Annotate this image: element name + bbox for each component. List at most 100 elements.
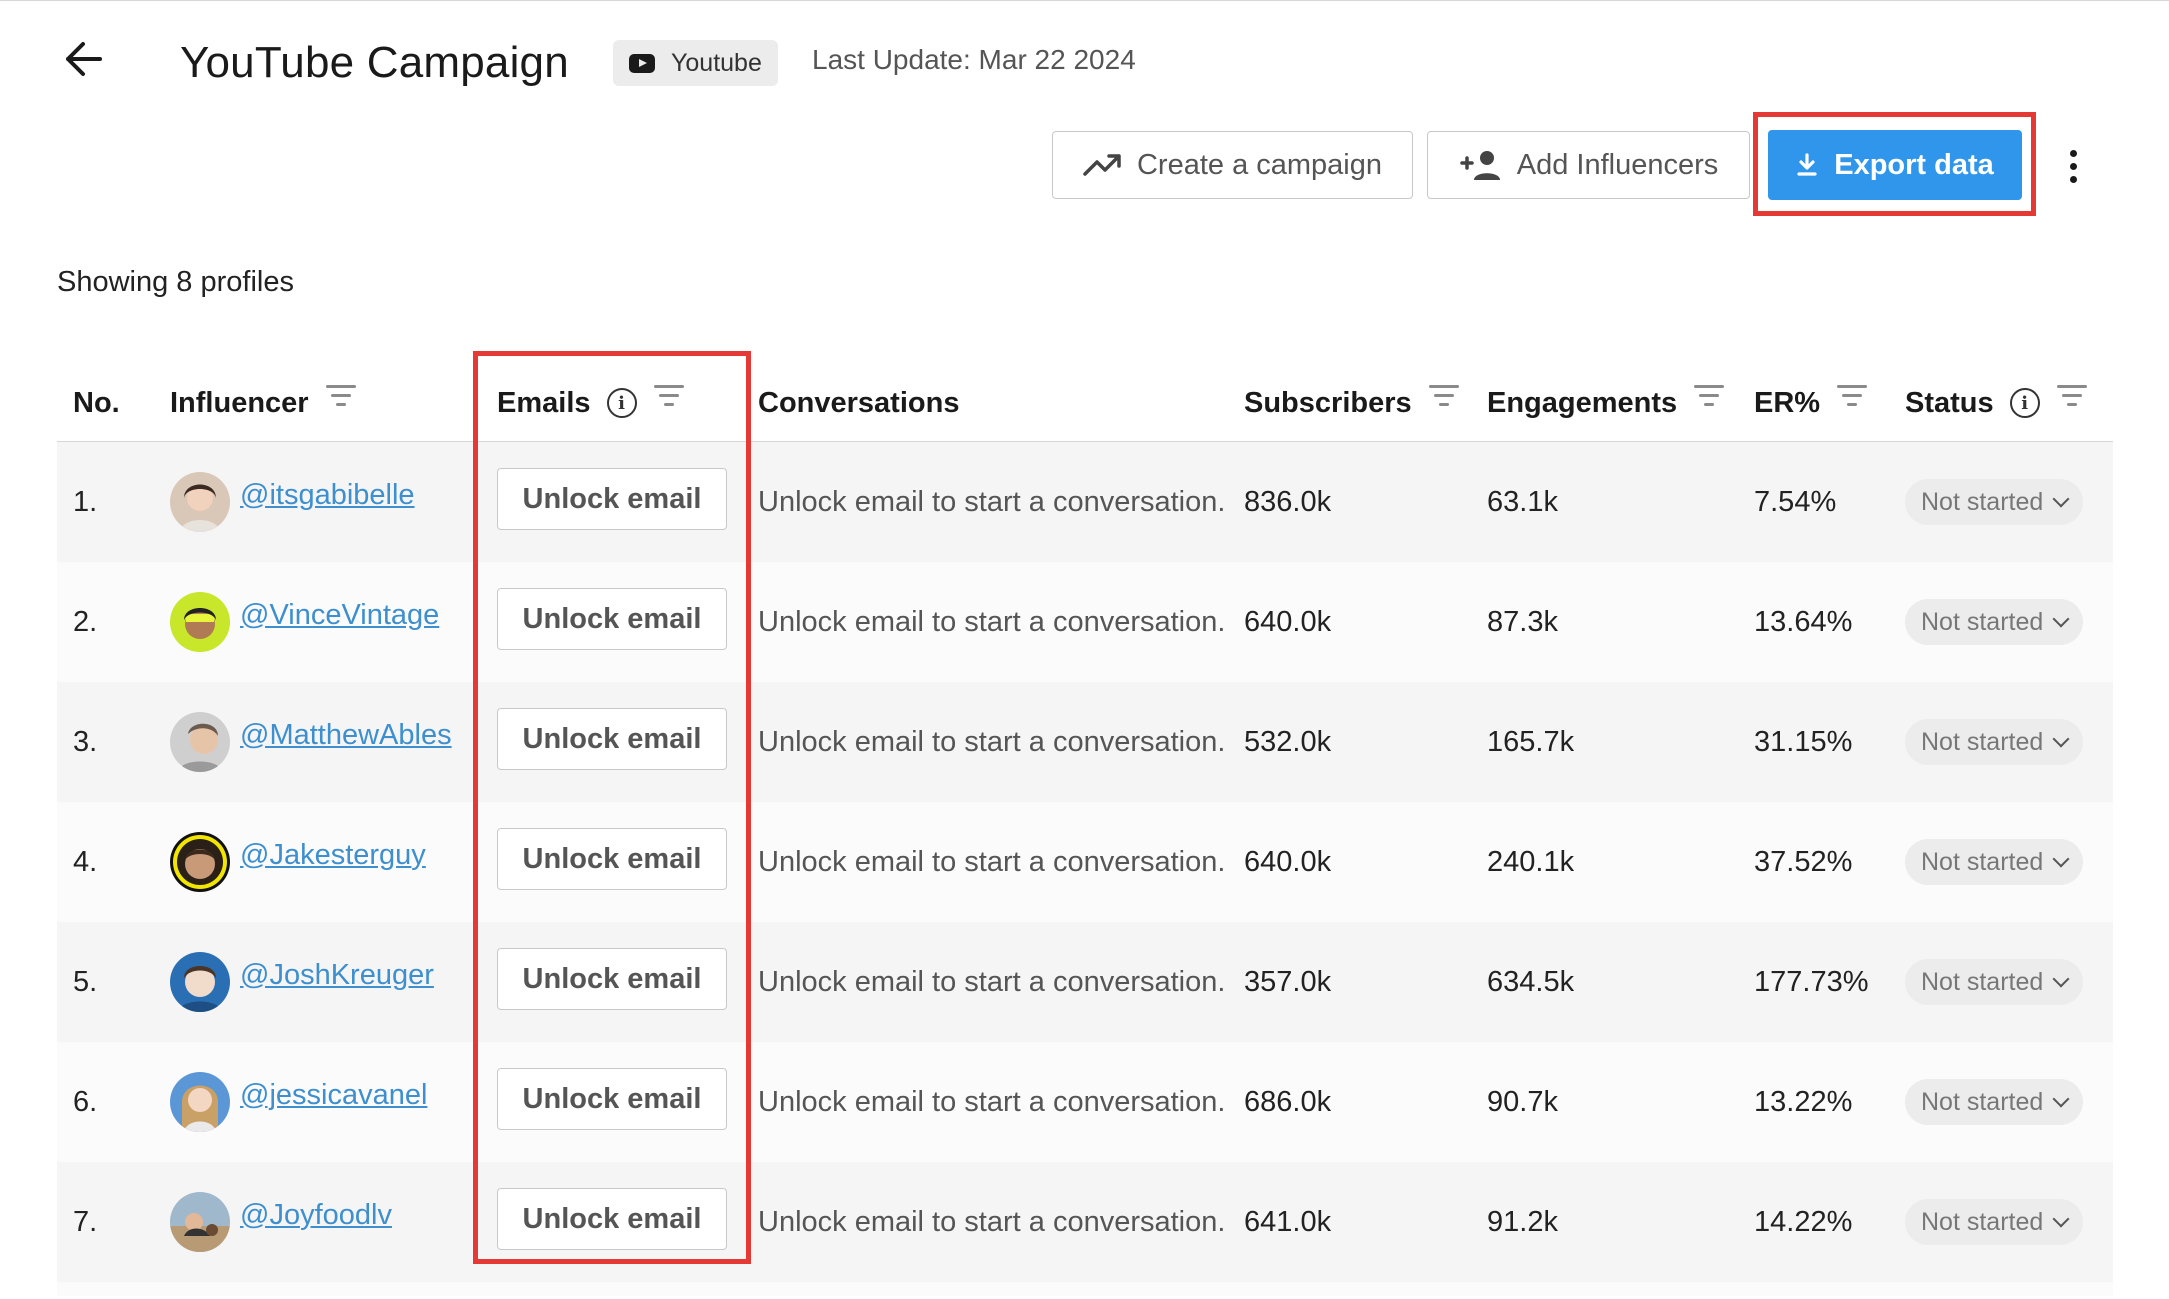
influencer-cell: @MatthewAbles — [170, 682, 452, 802]
chevron-down-icon — [2052, 1210, 2070, 1228]
influencer-handle-link[interactable]: @itsgabibelle — [240, 478, 415, 511]
conversation-cell: Unlock email to start a conversation. — [758, 1205, 1226, 1238]
conversation-cell: Unlock email to start a conversation. — [758, 1085, 1226, 1118]
subscribers-cell: 640.0k — [1244, 845, 1332, 878]
column-emails-label: Emails — [497, 386, 591, 419]
influencer-handle-link[interactable]: @JoshKreuger — [240, 958, 434, 991]
unlock-email-button[interactable]: Unlock email — [497, 828, 727, 890]
conversation-cell: Unlock email to start a conversation. — [758, 845, 1226, 878]
status-cell: Not started — [1905, 562, 2084, 682]
unlock-email-button[interactable]: Unlock email — [497, 708, 727, 770]
er-cell: 13.64% — [1754, 605, 1853, 638]
influencer-handle-link[interactable]: @Jakesterguy — [240, 838, 426, 871]
avatar[interactable] — [170, 1192, 230, 1252]
unlock-email-button[interactable]: Unlock email — [497, 468, 727, 530]
unlock-email-button[interactable]: Unlock email — [497, 948, 727, 1010]
table-row[interactable]: 1. @itsgabibelle Unlock email Unlock ema… — [57, 442, 2113, 562]
chevron-down-icon — [2052, 610, 2070, 628]
influencer-cell: @JoshKreuger — [170, 922, 434, 1042]
create-campaign-label: Create a campaign — [1136, 148, 1383, 181]
column-er: ER% — [1754, 380, 1868, 426]
avatar[interactable] — [170, 592, 230, 652]
status-cell: Not started — [1905, 1162, 2084, 1282]
engagements-cell: 165.7k — [1487, 725, 1575, 758]
filter-icon[interactable] — [1428, 381, 1460, 411]
er-cell: 37.52% — [1754, 845, 1853, 878]
unlock-email-button[interactable]: Unlock email — [497, 1068, 727, 1130]
status-dropdown[interactable]: Not started — [1905, 1199, 2084, 1245]
influencer-handle-link[interactable]: @VinceVintage — [240, 598, 440, 631]
row-number: 4. — [73, 845, 98, 878]
email-cell: Unlock email — [497, 802, 727, 922]
email-cell: Unlock email — [497, 1162, 727, 1282]
top-divider — [0, 0, 2169, 1]
email-cell: Unlock email — [497, 682, 727, 802]
influencer-cell: @Jakesterguy — [170, 802, 426, 922]
status-dropdown[interactable]: Not started — [1905, 599, 2084, 645]
avatar[interactable] — [170, 1072, 230, 1132]
table-row[interactable]: 7. @Joyfoodlv Unlock email Unlock email … — [57, 1162, 2113, 1282]
column-influencer-label: Influencer — [170, 386, 309, 419]
column-engagements-label: Engagements — [1487, 386, 1678, 419]
column-no-label: No. — [73, 386, 120, 419]
person-add-icon — [1459, 151, 1500, 180]
engagements-cell: 91.2k — [1487, 1205, 1558, 1238]
chevron-down-icon — [2052, 490, 2070, 508]
filter-icon[interactable] — [325, 381, 357, 411]
table-row[interactable]: 2. @VinceVintage Unlock email Unlock ema… — [57, 562, 2113, 682]
unlock-email-button[interactable]: Unlock email — [497, 588, 727, 650]
status-label: Not started — [1921, 487, 2044, 516]
back-button[interactable] — [60, 36, 106, 82]
email-cell: Unlock email — [497, 442, 727, 562]
table-row[interactable]: 4. @Jakesterguy Unlock email Unlock emai… — [57, 802, 2113, 922]
info-icon[interactable]: i — [2009, 388, 2040, 418]
er-cell: 177.73% — [1754, 965, 1869, 998]
status-dropdown[interactable]: Not started — [1905, 839, 2084, 885]
more-options-button[interactable] — [2060, 140, 2086, 192]
filter-icon[interactable] — [1693, 381, 1725, 411]
info-icon[interactable]: i — [606, 388, 637, 418]
subscribers-cell: 532.0k — [1244, 725, 1332, 758]
status-dropdown[interactable]: Not started — [1905, 719, 2084, 765]
conversation-cell: Unlock email to start a conversation. — [758, 605, 1226, 638]
column-emails: Emails i — [497, 380, 685, 426]
conversation-cell: Unlock email to start a conversation. — [758, 965, 1226, 998]
status-label: Not started — [1921, 847, 2044, 876]
engagements-cell: 240.1k — [1487, 845, 1575, 878]
avatar[interactable] — [170, 472, 230, 532]
export-data-button[interactable]: Export data — [1768, 130, 2022, 200]
filter-icon[interactable] — [1836, 381, 1868, 411]
download-icon — [1797, 153, 1817, 176]
status-dropdown[interactable]: Not started — [1905, 479, 2084, 525]
status-dropdown[interactable]: Not started — [1905, 959, 2084, 1005]
influencer-cell: @Joyfoodlv — [170, 1162, 392, 1282]
add-influencers-button[interactable]: Add Influencers — [1427, 131, 1750, 199]
conversation-cell: Unlock email to start a conversation. — [758, 725, 1226, 758]
create-campaign-button[interactable]: Create a campaign — [1052, 131, 1413, 199]
filter-icon[interactable] — [653, 381, 685, 411]
unlock-email-button[interactable]: Unlock email — [497, 1188, 727, 1250]
influencer-handle-link[interactable]: @MatthewAbles — [240, 718, 452, 751]
avatar[interactable] — [170, 952, 230, 1012]
arrow-left-icon — [66, 42, 102, 76]
export-highlight-box — [1753, 112, 2036, 216]
subscribers-cell: 640.0k — [1244, 605, 1332, 638]
table-row[interactable]: 3. @MatthewAbles Unlock email Unlock ema… — [57, 682, 2113, 802]
column-no: No. — [73, 380, 120, 426]
column-er-label: ER% — [1754, 386, 1821, 419]
avatar[interactable] — [170, 832, 230, 892]
engagements-cell: 87.3k — [1487, 605, 1558, 638]
status-dropdown[interactable]: Not started — [1905, 1079, 2084, 1125]
influencer-handle-link[interactable]: @Joyfoodlv — [240, 1198, 392, 1231]
table-row[interactable]: 6. @jessicavanel Unlock email Unlock ema… — [57, 1042, 2113, 1162]
er-cell: 7.54% — [1754, 485, 1837, 518]
page-header: YouTube Campaign Youtube Last Update: Ma… — [0, 0, 2169, 130]
influencer-handle-link[interactable]: @jessicavanel — [240, 1078, 428, 1111]
table-row[interactable]: 5. @JoshKreuger Unlock email Unlock emai… — [57, 922, 2113, 1042]
avatar[interactable] — [170, 712, 230, 772]
email-cell: Unlock email — [497, 922, 727, 1042]
status-label: Not started — [1921, 967, 2044, 996]
filter-icon[interactable] — [2056, 381, 2088, 411]
chevron-down-icon — [2052, 970, 2070, 988]
more-dot — [2069, 162, 2077, 170]
